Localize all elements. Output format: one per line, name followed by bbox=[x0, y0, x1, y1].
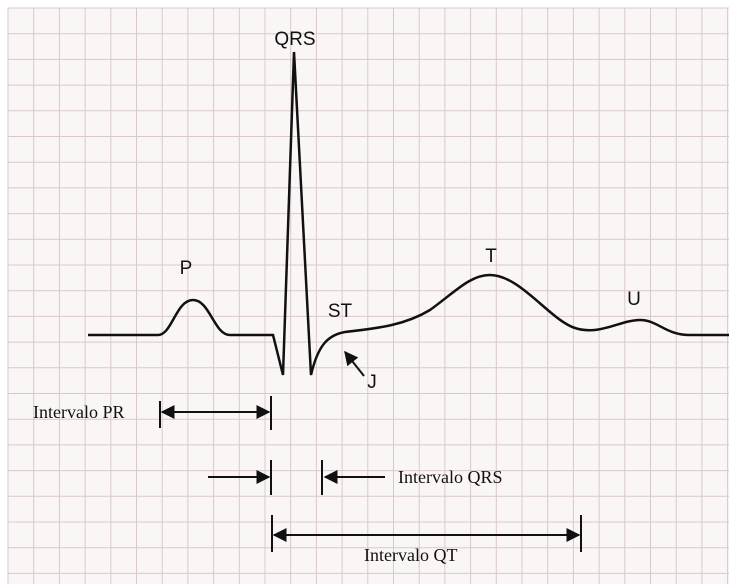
j-label: J bbox=[367, 372, 377, 393]
j-arrow bbox=[344, 350, 365, 377]
st-label: ST bbox=[328, 301, 353, 322]
qrs-label: QRS bbox=[274, 29, 315, 50]
ecg-trace bbox=[88, 51, 729, 376]
u-label: U bbox=[627, 289, 641, 310]
grid-background bbox=[8, 8, 729, 584]
qt-interval-label: Intervalo QT bbox=[364, 545, 457, 565]
qrs-interval-label: Intervalo QRS bbox=[398, 467, 502, 487]
p-label: P bbox=[180, 258, 193, 279]
pr-interval-label: Intervalo PR bbox=[33, 402, 125, 422]
grid bbox=[7, 7, 729, 584]
t-label: T bbox=[485, 246, 497, 267]
